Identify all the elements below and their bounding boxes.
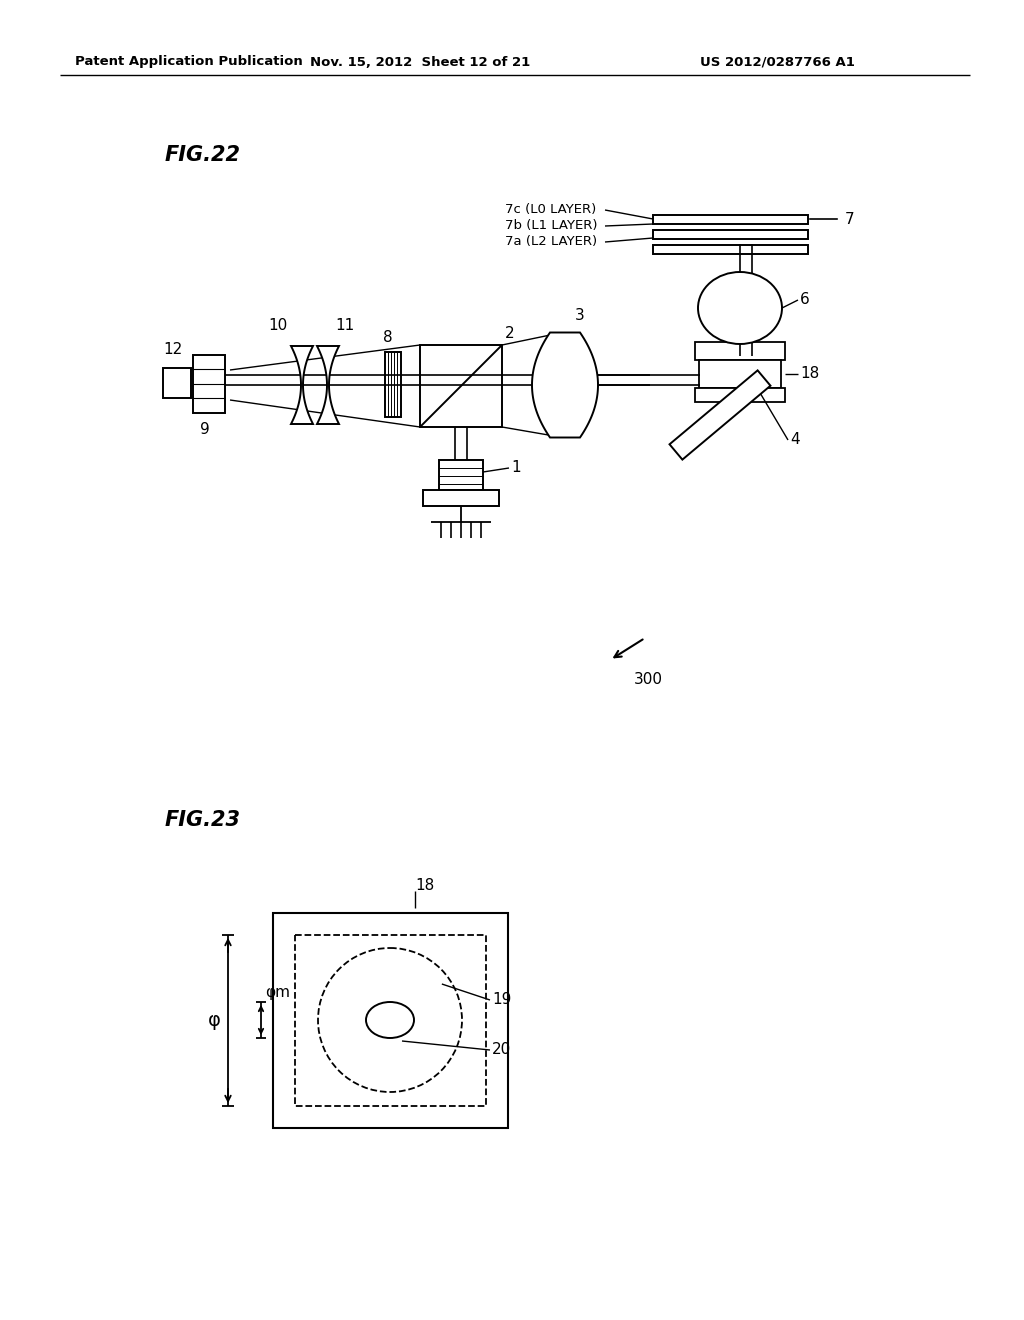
Polygon shape — [532, 333, 598, 437]
Text: 7b (L1 LAYER): 7b (L1 LAYER) — [505, 219, 597, 232]
Bar — [385, 352, 401, 417]
Text: 8: 8 — [383, 330, 393, 345]
Text: 7c (L0 LAYER): 7c (L0 LAYER) — [505, 203, 596, 216]
Bar — [420, 345, 502, 426]
Polygon shape — [291, 346, 313, 424]
Text: 11: 11 — [335, 318, 354, 333]
Text: Nov. 15, 2012  Sheet 12 of 21: Nov. 15, 2012 Sheet 12 of 21 — [310, 55, 530, 69]
Bar — [163, 368, 191, 399]
Bar — [273, 913, 508, 1129]
Text: Patent Application Publication: Patent Application Publication — [75, 55, 303, 69]
Text: 9: 9 — [200, 422, 210, 437]
Text: 19: 19 — [492, 993, 511, 1007]
Bar — [695, 342, 785, 360]
Polygon shape — [317, 346, 339, 424]
Bar — [439, 459, 483, 490]
Text: φm: φm — [265, 985, 290, 999]
Text: φ: φ — [208, 1011, 220, 1030]
Text: 7: 7 — [845, 211, 855, 227]
Bar — [653, 230, 808, 239]
Bar — [695, 388, 785, 403]
Text: 20: 20 — [492, 1043, 511, 1057]
Text: US 2012/0287766 A1: US 2012/0287766 A1 — [700, 55, 855, 69]
Bar — [699, 360, 781, 388]
Text: FIG.22: FIG.22 — [165, 145, 241, 165]
Ellipse shape — [366, 1002, 414, 1038]
Ellipse shape — [698, 272, 782, 345]
Bar — [423, 490, 499, 506]
Text: 2: 2 — [505, 326, 515, 341]
Text: 18: 18 — [415, 878, 434, 892]
Text: 12: 12 — [163, 342, 182, 358]
Text: 1: 1 — [511, 461, 520, 475]
Text: 3: 3 — [575, 308, 585, 322]
Polygon shape — [670, 371, 770, 459]
Text: 300: 300 — [634, 672, 663, 688]
Text: FIG.23: FIG.23 — [165, 810, 241, 830]
Text: 7a (L2 LAYER): 7a (L2 LAYER) — [505, 235, 597, 248]
Text: 10: 10 — [268, 318, 288, 333]
Bar — [653, 215, 808, 224]
Text: 4: 4 — [790, 433, 800, 447]
Bar — [653, 246, 808, 253]
Ellipse shape — [318, 948, 462, 1092]
Text: 18: 18 — [800, 367, 819, 381]
Bar — [193, 355, 225, 413]
Bar — [295, 935, 486, 1106]
Text: 6: 6 — [800, 293, 810, 308]
